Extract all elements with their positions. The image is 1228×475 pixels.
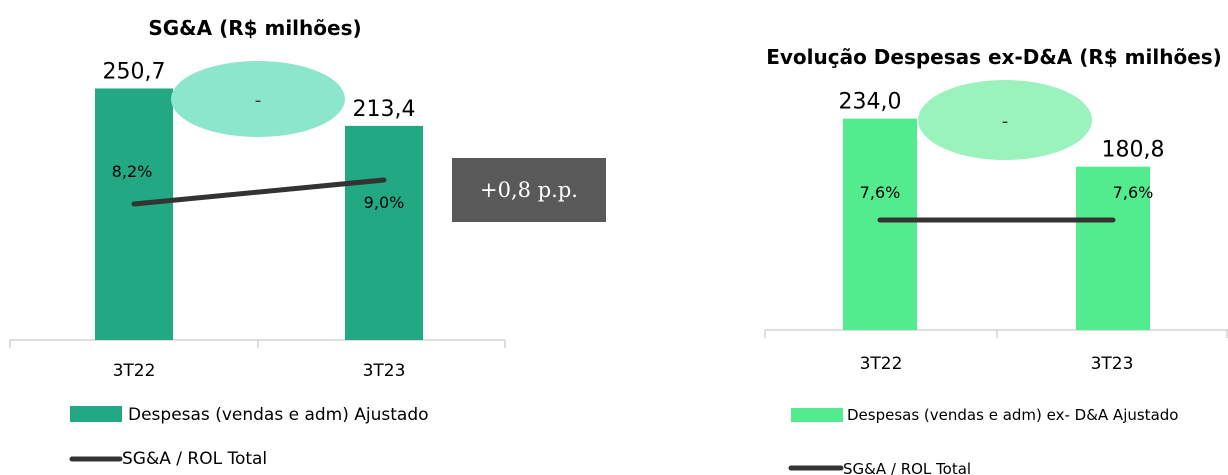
x-tick-label: 3T22 xyxy=(860,354,903,374)
bar-3t22 xyxy=(95,88,173,341)
bar-3t23 xyxy=(1076,166,1150,330)
bar-3t22 xyxy=(843,118,917,331)
line-value-label: 9,0% xyxy=(364,193,405,212)
chart-title: SG&A (R$ milhões) xyxy=(148,16,361,40)
legend-line-label: SG&A / ROL Total xyxy=(843,460,971,475)
line-value-label: 7,6% xyxy=(860,183,901,202)
delta-badge xyxy=(452,158,606,222)
legend-bar-swatch xyxy=(70,406,122,422)
bar-value-label: 250,7 xyxy=(103,59,166,84)
line-value-label: 8,2% xyxy=(112,162,153,181)
line-value-label: 7,6% xyxy=(1113,183,1154,202)
change-ellipse-text: - xyxy=(255,90,262,111)
change-ellipse-text: - xyxy=(1002,111,1009,132)
sga-rol-line xyxy=(131,177,387,207)
ex-da-chart: Evolução Despesas ex-D&A (R$ milhões) 23… xyxy=(764,45,1228,475)
x-tick-label: 3T22 xyxy=(113,361,156,381)
sga-chart: SG&A (R$ milhões) 250,7 213,4 - 8,2% 9,0… xyxy=(9,16,606,469)
bar-3t23 xyxy=(345,125,423,340)
bar-value-label: 234,0 xyxy=(839,90,902,115)
x-tick-label: 3T23 xyxy=(1091,354,1134,374)
legend-bar-swatch xyxy=(791,408,843,422)
legend-line-label: SG&A / ROL Total xyxy=(122,449,267,469)
legend-bar-label: Despesas (vendas e adm) ex- D&A Ajustado xyxy=(847,406,1178,424)
bar-value-label: 180,8 xyxy=(1102,138,1165,163)
change-ellipse xyxy=(171,61,345,137)
x-tick-label: 3T23 xyxy=(363,361,406,381)
bar-value-label: 213,4 xyxy=(353,97,416,122)
legend-bar-label: Despesas (vendas e adm) Ajustado xyxy=(128,405,429,425)
chart-title: Evolução Despesas ex-D&A (R$ milhões) xyxy=(766,45,1222,69)
change-ellipse xyxy=(918,80,1092,160)
delta-badge-text: +0,8 p.p. xyxy=(480,178,578,202)
